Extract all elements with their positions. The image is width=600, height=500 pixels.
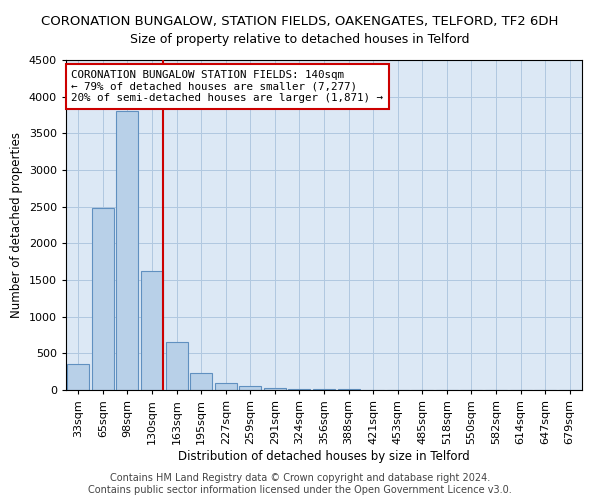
Bar	[215, 382, 237, 390]
Bar	[67, 364, 89, 390]
Text: CORONATION BUNGALOW, STATION FIELDS, OAKENGATES, TELFORD, TF2 6DH: CORONATION BUNGALOW, STATION FIELDS, OAK…	[41, 15, 559, 28]
Bar	[239, 386, 262, 390]
Bar	[289, 389, 310, 390]
X-axis label: Distribution of detached houses by size in Telford: Distribution of detached houses by size …	[178, 450, 470, 462]
Bar	[166, 342, 188, 390]
Text: Size of property relative to detached houses in Telford: Size of property relative to detached ho…	[130, 32, 470, 46]
Y-axis label: Number of detached properties: Number of detached properties	[10, 132, 23, 318]
Bar	[116, 112, 139, 390]
Text: Contains HM Land Registry data © Crown copyright and database right 2024.
Contai: Contains HM Land Registry data © Crown c…	[88, 474, 512, 495]
Bar	[190, 373, 212, 390]
Bar	[264, 388, 286, 390]
Bar	[92, 208, 114, 390]
Bar	[141, 271, 163, 390]
Text: CORONATION BUNGALOW STATION FIELDS: 140sqm
← 79% of detached houses are smaller : CORONATION BUNGALOW STATION FIELDS: 140s…	[71, 70, 383, 103]
